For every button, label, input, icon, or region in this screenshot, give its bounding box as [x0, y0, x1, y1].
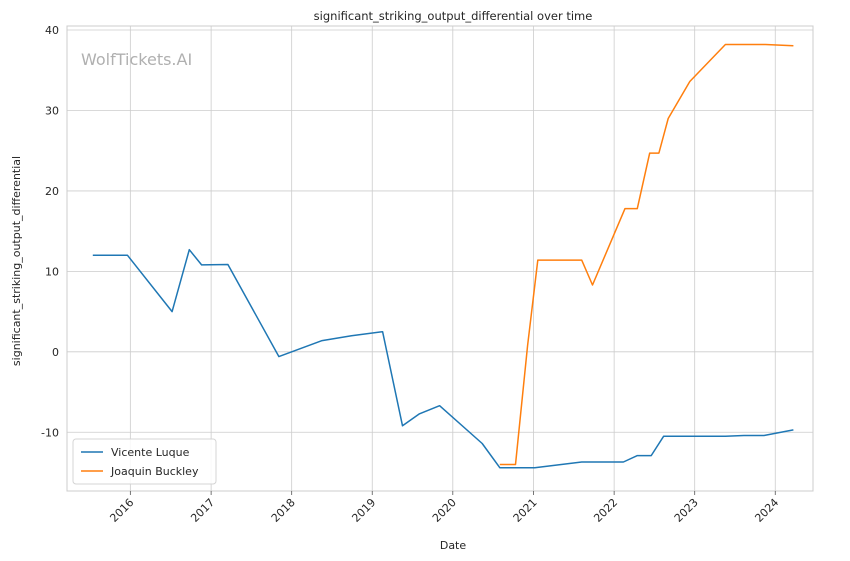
grid: [67, 26, 813, 491]
y-tick-label: -10: [41, 426, 59, 439]
chart-title: significant_striking_output_differential…: [314, 9, 593, 23]
series-line-joaquin-buckley: [499, 43, 794, 466]
y-tick-label: 20: [45, 185, 59, 198]
legend-label-joaquin-buckley: Joaquin Buckley: [110, 465, 199, 478]
legend-label-vicente-luque: Vicente Luque: [111, 446, 190, 459]
legend-box: [72, 438, 217, 485]
y-tick-label: 0: [52, 346, 59, 359]
series-line-vicente-luque: [92, 248, 794, 469]
y-axis-ticks: -10 0 10 20 30 40: [41, 24, 59, 439]
y-tick-label: 30: [45, 104, 59, 117]
x-axis-label: Date: [440, 539, 467, 552]
y-tick-label: 40: [45, 24, 59, 37]
series-lines: [92, 43, 794, 469]
plot-area: [66, 25, 814, 492]
watermark: WolfTickets.AI: [81, 50, 192, 69]
legend: Vicente Luque Joaquin Buckley: [72, 438, 217, 485]
y-axis-label: significant_striking_output_differential: [10, 156, 23, 366]
y-tick-label: 10: [45, 265, 59, 278]
